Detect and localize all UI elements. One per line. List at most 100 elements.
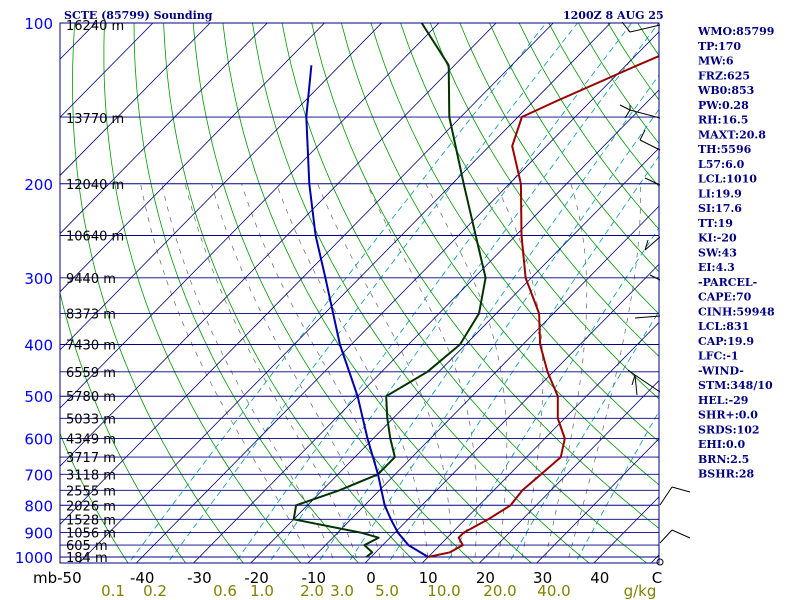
height-label: 6559 m	[66, 366, 116, 381]
isotherm-line	[60, 23, 154, 118]
sounding-index: FRZ:625	[698, 69, 750, 82]
sounding-index: LCL:1010	[698, 173, 757, 186]
height-label: 10640 m	[66, 230, 124, 245]
sounding-index: STM:348/10	[698, 379, 773, 392]
mixing-ratio-line	[347, 108, 659, 563]
isotherm-line	[250, 147, 659, 563]
sounding-index: BRN:2.5	[698, 453, 749, 466]
mixing-ratio-label: 0.6	[213, 582, 237, 600]
mixing-ratio-line	[268, 23, 659, 563]
moist-adiabat-line	[276, 183, 429, 563]
sounding-index: LI:19.9	[698, 187, 742, 200]
mixing-ratio-line	[128, 23, 547, 563]
height-label: 5780 m	[66, 390, 116, 405]
temperature-tick-label: -10	[302, 569, 327, 587]
isotherm-line	[135, 31, 659, 563]
height-label: 2555 m	[66, 484, 116, 499]
isotherm-line	[364, 263, 659, 563]
mixing-ratio-line	[388, 155, 659, 563]
height-label: 3717 m	[66, 451, 116, 466]
dry-adiabat-line	[192, 23, 475, 563]
height-label: 13770 m	[66, 112, 124, 127]
isotherm-line	[307, 205, 659, 563]
isotherm-line	[60, 23, 268, 235]
temperature-tick-label: mb-50	[33, 569, 82, 587]
isotherm-line	[60, 23, 326, 293]
isotherm-line	[60, 23, 211, 177]
moist-adiabat-line	[425, 183, 508, 563]
temperature-tick-label: 10	[419, 569, 438, 587]
sounding-index: WB0:853	[697, 84, 754, 97]
isotherm-line	[421, 321, 659, 563]
isotherm-line	[60, 23, 383, 351]
sounding-index: SRDS:102	[698, 423, 760, 436]
dewpoint-curve	[292, 23, 487, 558]
wind-barb	[649, 274, 661, 281]
temperature-tick-label: 0	[366, 569, 376, 587]
sounding-index: L57:6.0	[698, 158, 745, 171]
dry-adiabat-line	[222, 23, 532, 563]
wind-barb	[634, 374, 661, 393]
wind-barb-feather	[671, 529, 691, 539]
sounding-index: CAPE:70	[698, 291, 752, 304]
sounding-index: LFC:-1	[698, 350, 739, 363]
sounding-index: HEL:-29	[698, 394, 748, 407]
moist-adiabat-line	[140, 183, 313, 563]
mixing-ratio-label: 20.0	[483, 582, 516, 600]
wind-barb-feather	[627, 29, 631, 33]
height-label: 605 m	[66, 539, 108, 554]
temperature-tick-label: -20	[244, 569, 269, 587]
temperature-tick-label: 30	[533, 569, 552, 587]
chart-date: 1200Z 8 AUG 25	[563, 9, 664, 22]
height-label: 4349 m	[66, 433, 116, 448]
mixing-ratio-label: 0.1	[101, 582, 125, 600]
pressure-tick-label: 700	[24, 466, 53, 484]
pressure-tick-label: 600	[24, 431, 53, 449]
dry-adiabat-line	[252, 23, 590, 563]
mixing-ratio-label: 40.0	[537, 582, 570, 600]
height-label: 5033 m	[66, 412, 116, 427]
dry-adiabat-line	[429, 23, 659, 357]
mixing-ratio-label: g/kg	[624, 582, 657, 600]
wind-barb	[644, 177, 661, 186]
wind-barb-feather	[619, 104, 631, 111]
wind-barb-feather	[634, 374, 638, 396]
wind-barb-feather	[627, 369, 636, 376]
chart-curves	[292, 23, 659, 558]
moist-adiabat-line	[495, 183, 544, 563]
sounding-index: KI:-20	[698, 232, 737, 245]
wind-barb	[644, 236, 661, 251]
sounding-index: EHI:0.0	[698, 438, 745, 451]
wind-barb	[629, 24, 661, 33]
height-label: 1528 m	[66, 513, 116, 528]
mixing-ratio-label: 3.0	[330, 582, 354, 600]
dry-adiabat-line	[72, 23, 244, 563]
mixing-ratio-label: 5.0	[375, 582, 399, 600]
dry-adiabat-line	[163, 23, 417, 563]
sounding-index: CINH:59948	[698, 305, 775, 318]
temperature-tick-label: 20	[476, 569, 495, 587]
height-label: 1056 m	[66, 527, 116, 542]
sounding-index: WMO:85799	[697, 25, 774, 38]
dry-adiabat-line	[311, 23, 659, 529]
height-label: 2026 m	[66, 499, 116, 514]
sounding-index: -PARCEL-	[698, 276, 757, 289]
height-label: 9440 m	[66, 272, 116, 287]
dry-adiabat-line	[459, 23, 659, 315]
pressure-tick-label: 200	[24, 176, 53, 194]
plot-frame	[59, 22, 660, 564]
temperature-tick-label: -30	[187, 569, 212, 587]
parcel-curve	[305, 65, 429, 558]
calm-wind-marker	[656, 558, 664, 566]
wind-barb-feather	[644, 239, 649, 251]
height-label: 16240 m	[66, 19, 124, 34]
pressure-tick-label: 900	[24, 525, 53, 543]
pressure-tick-label: 500	[24, 388, 53, 406]
temperature-tick-label: C	[652, 569, 662, 587]
isotherm-line	[60, 23, 440, 409]
wind-barb-feather	[671, 486, 691, 493]
